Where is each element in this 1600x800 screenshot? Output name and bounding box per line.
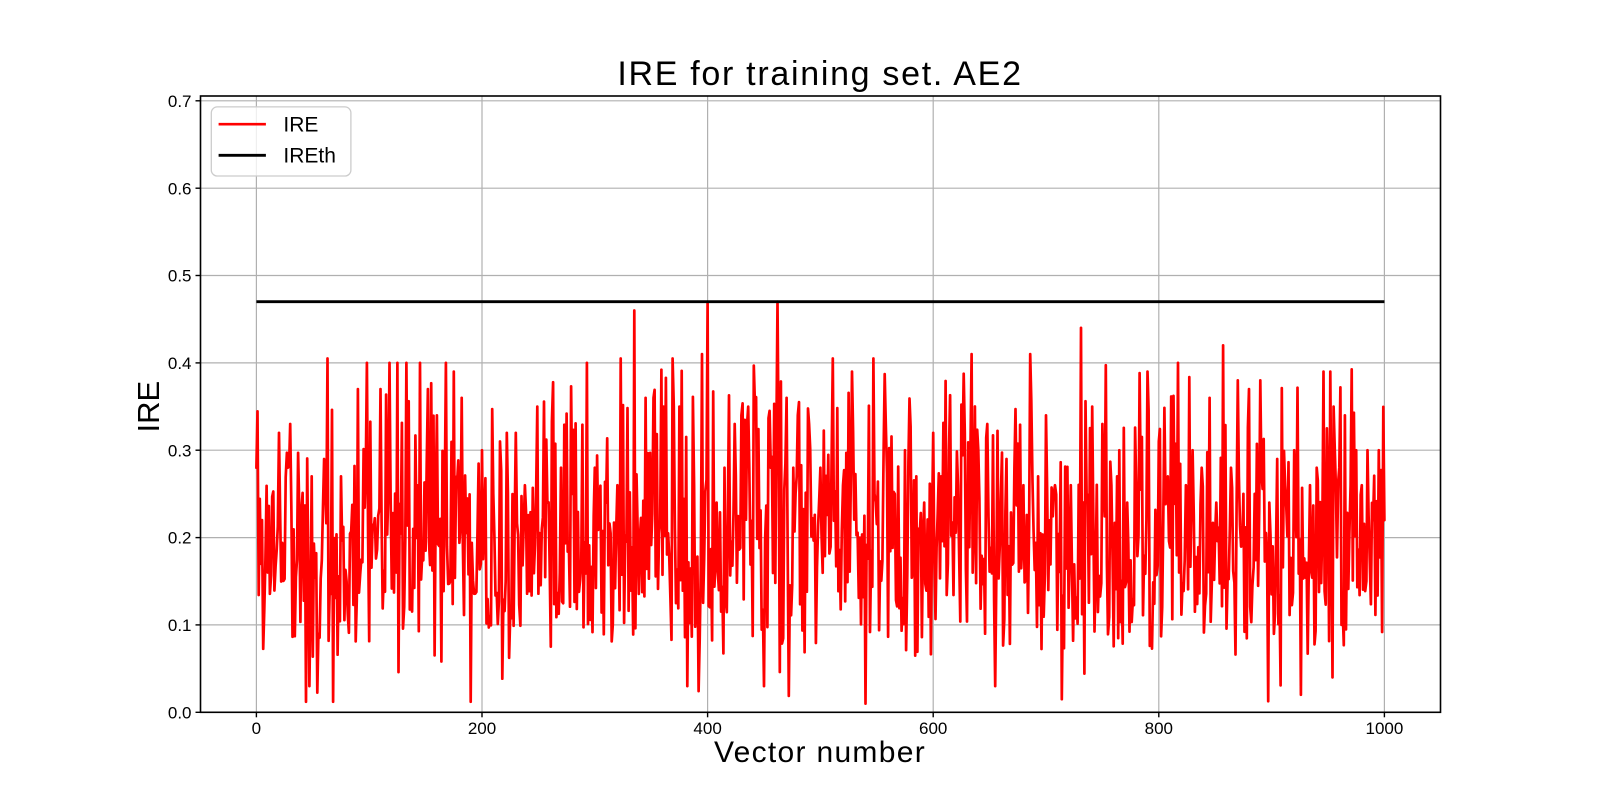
- svg-text:IRE: IRE: [283, 113, 318, 136]
- svg-text:IRE: IRE: [131, 381, 166, 433]
- svg-text:0: 0: [252, 719, 261, 738]
- svg-text:IREth: IREth: [283, 145, 336, 168]
- svg-text:600: 600: [919, 719, 947, 738]
- svg-text:200: 200: [468, 719, 496, 738]
- svg-text:0.4: 0.4: [168, 354, 192, 373]
- svg-text:400: 400: [693, 719, 721, 738]
- svg-text:IRE for training set. AE2: IRE for training set. AE2: [617, 55, 1022, 93]
- svg-text:0.1: 0.1: [168, 616, 192, 635]
- svg-text:0.0: 0.0: [168, 703, 192, 722]
- svg-text:0.2: 0.2: [168, 529, 192, 548]
- svg-text:1000: 1000: [1365, 719, 1403, 738]
- svg-text:Vector number: Vector number: [714, 736, 926, 769]
- svg-text:0.5: 0.5: [168, 267, 192, 286]
- svg-text:0.3: 0.3: [168, 441, 192, 460]
- svg-text:0.7: 0.7: [168, 92, 192, 111]
- svg-text:0.6: 0.6: [168, 179, 192, 198]
- svg-text:800: 800: [1145, 719, 1173, 738]
